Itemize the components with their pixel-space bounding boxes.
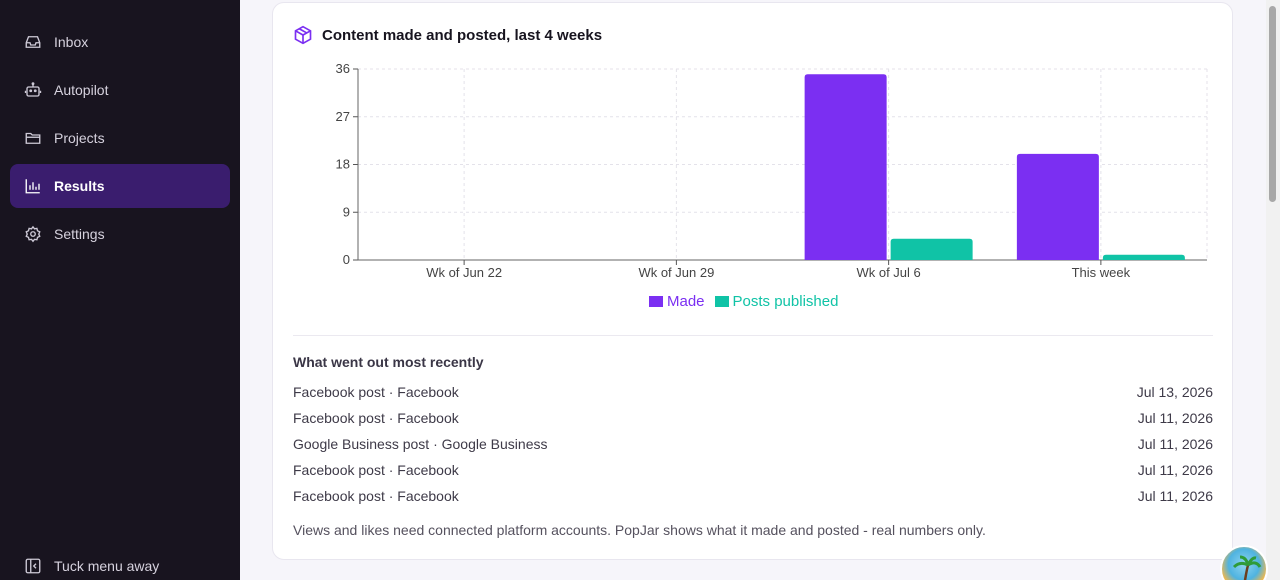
sidebar-item-label: Projects — [54, 130, 105, 146]
avatar[interactable] — [1220, 545, 1268, 580]
package-icon — [293, 25, 313, 45]
scrollbar-thumb[interactable] — [1269, 6, 1276, 202]
x-tick-label: Wk of Jun 29 — [638, 265, 714, 280]
sidebar-item-settings[interactable]: Settings — [10, 212, 230, 256]
sidebar-item-results[interactable]: Results — [10, 164, 230, 208]
bar-chart-icon — [24, 177, 42, 195]
sidebar-item-label: Settings — [54, 226, 105, 242]
recent-item-name: Facebook post · Facebook — [293, 410, 459, 426]
beach-avatar-icon — [1232, 555, 1262, 580]
y-tick-label: 36 — [336, 61, 350, 76]
bar-chart: 0 9 18 27 36 Wk of Jun 22 Wk of Jun 29 Wk of Ju… — [336, 61, 1208, 280]
list-item: Facebook post · Facebook Jul 11, 2026 — [293, 457, 1213, 483]
y-tick-label: 0 — [343, 252, 350, 267]
sidebar-item-label: Inbox — [54, 34, 89, 50]
page-scrollbar[interactable] — [1266, 0, 1280, 580]
sidebar-item-projects[interactable]: Projects — [10, 116, 230, 160]
legend-label-made: Made — [667, 293, 705, 310]
recent-item-name: Facebook post · Facebook — [293, 488, 459, 504]
recent-item-name: Facebook post · Facebook — [293, 462, 459, 478]
x-tick-label: This week — [1072, 265, 1131, 280]
sidebar-collapse-icon — [24, 557, 42, 575]
recent-list: Facebook post · Facebook Jul 13, 2026 Fa… — [293, 379, 1213, 509]
y-tick-label: 9 — [343, 204, 350, 219]
recent-item-date: Jul 11, 2026 — [1137, 410, 1213, 426]
sidebar-item-inbox[interactable]: Inbox — [10, 20, 230, 64]
footnote: Views and likes need connected platform … — [293, 522, 986, 538]
legend-swatch-posts — [714, 296, 729, 307]
robot-icon — [24, 81, 42, 99]
legend-label-posts: Posts published — [732, 293, 839, 310]
main-content: Content made and posted, last 4 weeks 0 9… — [240, 0, 1280, 580]
recent-item-date: Jul 11, 2026 — [1137, 488, 1213, 504]
inbox-icon — [24, 33, 42, 51]
y-tick-label: 18 — [336, 157, 350, 172]
recent-item-date: Jul 11, 2026 — [1137, 462, 1213, 478]
recent-item-name: Facebook post · Facebook — [293, 384, 459, 400]
recent-item-name: Google Business post · Google Business — [293, 436, 548, 452]
x-tick-label: Wk of Jul 6 — [856, 265, 920, 280]
divider — [293, 335, 1213, 336]
recent-title: What went out most recently — [293, 354, 484, 370]
bar-made — [804, 74, 887, 260]
legend-item-posts[interactable]: Posts published — [714, 293, 839, 310]
results-card: Content made and posted, last 4 weeks 0 9… — [272, 2, 1233, 560]
bar-made — [1016, 153, 1099, 260]
sidebar-item-autopilot[interactable]: Autopilot — [10, 68, 230, 112]
bar-posts — [1102, 254, 1185, 260]
folder-icon — [24, 129, 42, 147]
sidebar: Inbox Autopilot Projects Results Setting… — [0, 0, 240, 580]
recent-item-date: Jul 11, 2026 — [1137, 436, 1213, 452]
recent-item-date: Jul 13, 2026 — [1136, 384, 1213, 400]
collapse-menu-button[interactable]: Tuck menu away — [10, 544, 230, 580]
card-title-text: Content made and posted, last 4 weeks — [322, 26, 603, 44]
x-tick-label: Wk of Jun 22 — [426, 265, 502, 280]
legend-item-made[interactable]: Made — [649, 293, 705, 310]
legend-swatch-made — [649, 296, 663, 307]
list-item: Google Business post · Google Business J… — [293, 431, 1213, 457]
partial-icon — [24, 0, 84, 6]
sidebar-item-label: Results — [54, 178, 105, 194]
gear-icon — [24, 225, 42, 243]
collapse-menu-label: Tuck menu away — [54, 558, 160, 574]
card-title: Content made and posted, last 4 weeks — [293, 25, 602, 45]
list-item: Facebook post · Facebook Jul 11, 2026 — [293, 483, 1213, 509]
sidebar-item-partial[interactable] — [24, 0, 84, 6]
sidebar-item-label: Autopilot — [54, 82, 109, 98]
y-tick-label: 27 — [336, 109, 350, 124]
list-item: Facebook post · Facebook Jul 11, 2026 — [293, 405, 1213, 431]
chart-legend: Made Posts published — [649, 293, 848, 310]
list-item: Facebook post · Facebook Jul 13, 2026 — [293, 379, 1213, 405]
bar-posts — [890, 238, 973, 260]
